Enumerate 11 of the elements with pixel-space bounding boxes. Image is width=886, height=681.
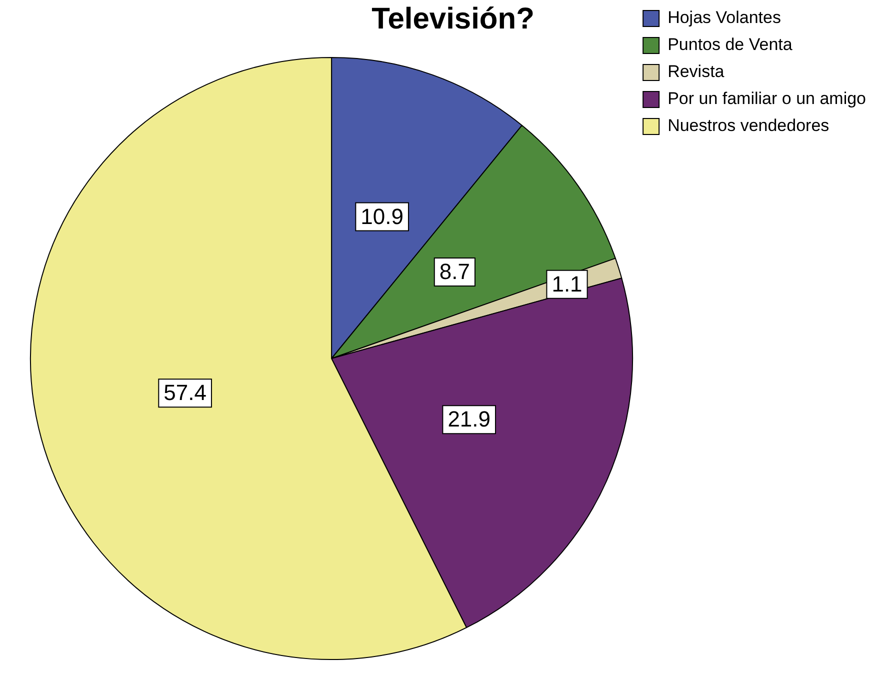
data-label: 57.4 <box>164 380 206 406</box>
legend-label: Hojas Volantes <box>668 8 781 28</box>
data-label: 10.9 <box>360 204 404 229</box>
legend-label: Revista <box>668 62 725 82</box>
legend-label: Por un familiar o un amigo <box>668 89 866 108</box>
legend-label: Nuestros vendedores <box>668 116 830 136</box>
legend-label: Puntos de Venta <box>668 35 793 54</box>
data-label: 1.1 <box>552 272 582 296</box>
data-label: 8.7 <box>439 259 470 284</box>
chart-title: Televisión? <box>372 2 534 36</box>
data-label: 21.9 <box>448 406 491 432</box>
